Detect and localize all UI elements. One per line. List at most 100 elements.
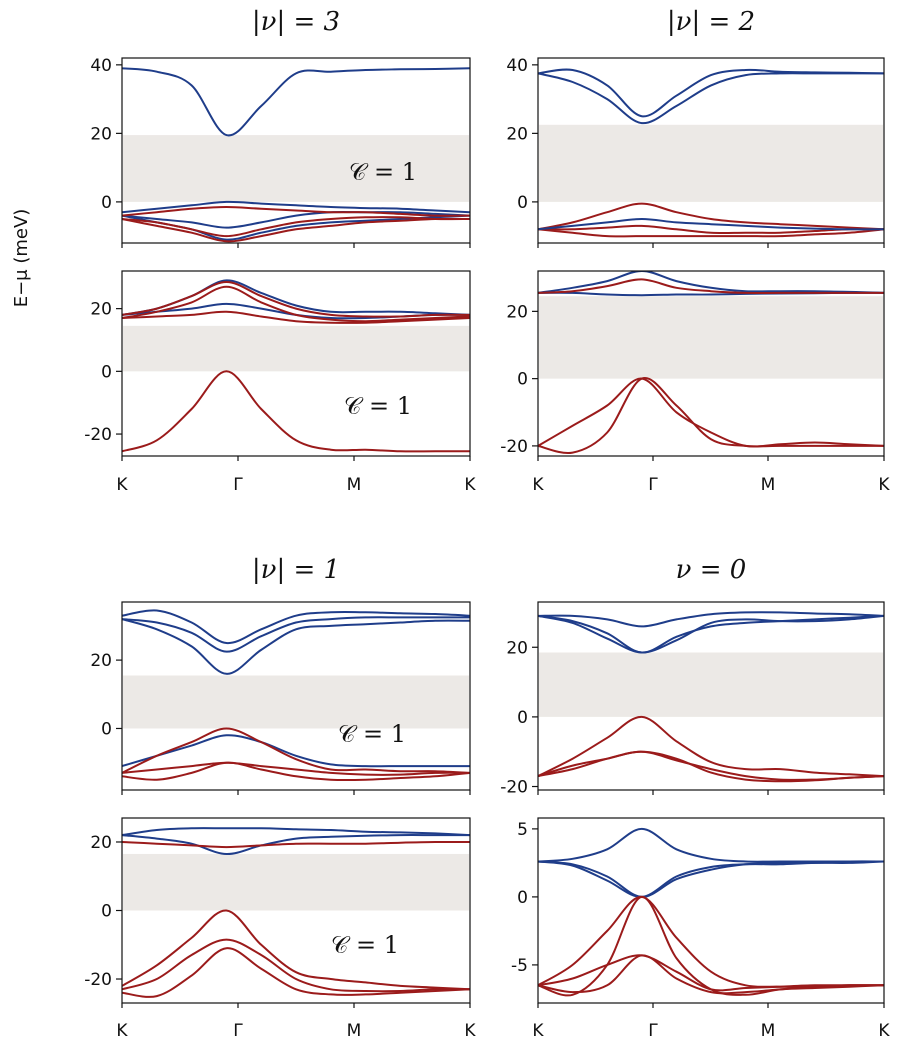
gap-region [123,675,469,729]
band-line-6 [538,895,884,997]
y-tick-label: -20 [500,437,528,457]
y-tick-label: 20 [506,302,528,322]
x-tick-label: Γ [233,475,243,495]
chart-title: |ν| = 1 [252,555,340,585]
band-line-2 [122,281,470,318]
band-line-3 [538,377,884,448]
gap-region [123,853,469,911]
band-line-5 [538,954,884,995]
band-line-2 [122,840,470,849]
band-line-0 [538,68,884,118]
chart-2: |ν| = 1 20 0 𝒞 = 1 20 0 -20 𝒞 = 1 K Γ M K [84,555,476,1041]
y-tick-label: 0 [101,719,112,739]
y-tick-label: 20 [90,833,112,853]
x-tick-label: K [464,475,476,495]
band-line-3 [122,734,470,768]
x-tick-label: Γ [648,1021,658,1041]
panel-0-1: 20 0 -20 𝒞 = 1 [84,270,471,461]
band-line-2 [538,860,884,898]
band-line-4 [538,228,884,238]
band-line-1 [122,834,470,856]
y-tick-label: 20 [90,651,112,671]
x-tick-label: Γ [233,1021,243,1041]
band-line-5 [538,218,884,231]
y-tick-label: 20 [90,300,112,320]
band-line-3 [122,285,470,323]
y-tick-label: -20 [84,970,112,990]
band-line-2 [538,614,884,654]
x-tick-label: M [347,475,362,495]
band-line-2 [538,202,884,231]
band-line-2 [538,278,884,294]
band-line-4 [122,727,470,774]
band-line-1 [122,616,470,653]
band-line-1 [538,72,884,125]
band-line-5 [122,217,470,243]
band-line-3 [538,224,884,234]
chart-0: |ν| = 3 40 20 0 𝒞 = 1 20 0 -20 𝒞 = 1 K Γ M K [84,7,476,495]
x-tick-label: M [347,1021,362,1041]
panel-1-1: 20 0 -20 [500,270,885,461]
band-line-1 [538,614,884,654]
y-tick-label: 0 [517,370,528,390]
band-line-4 [538,750,884,781]
band-line-2 [122,210,470,229]
panel-frame [537,601,885,791]
x-tick-label: K [878,475,890,495]
gap-region [539,652,883,717]
y-tick-label: -5 [511,956,528,976]
chern-annotation: 𝒞 = 1 [349,158,417,186]
band-line-1 [122,200,470,214]
chart-title: ν = 0 [676,555,747,585]
y-tick-label: 0 [517,888,528,908]
panel-frame [537,270,885,457]
band-line-0 [122,67,470,137]
band-line-0 [538,271,884,294]
y-tick-label: -20 [500,778,528,798]
y-tick-label: 20 [506,124,528,144]
panel-2-0: 20 0 𝒞 = 1 [90,601,471,795]
band-line-4 [538,377,884,455]
band-line-4 [122,938,470,993]
panel-frame [121,57,471,244]
band-line-3 [538,715,884,778]
band-line-3 [538,895,884,988]
y-tick-label: 20 [506,638,528,658]
x-tick-label: K [116,1021,128,1041]
y-tick-label: 0 [517,193,528,213]
y-tick-label: 20 [90,124,112,144]
panel-3-0: 20 0 -20 [500,601,885,798]
y-tick-label: 0 [101,362,112,382]
y-axis-label: E−μ (meV) [11,209,32,308]
y-tick-label: 40 [90,56,112,76]
gap-region [539,296,883,379]
band-line-0 [122,609,470,645]
y-tick-label: -20 [84,425,112,445]
x-tick-label: K [116,475,128,495]
band-line-4 [122,216,470,238]
panel-frame [121,601,471,791]
x-tick-label: K [878,1021,890,1041]
panel-frame [537,817,885,1004]
gap-region [539,124,883,202]
y-tick-label: 5 [517,820,528,840]
gap-region [123,325,469,372]
x-tick-label: M [761,1021,776,1041]
band-line-3 [122,909,470,991]
band-line-6 [122,206,470,217]
gap-region [123,135,469,202]
y-tick-label: 40 [506,56,528,76]
panel-0-0: 40 20 0 𝒞 = 1 [90,56,471,248]
x-tick-label: Γ [648,475,658,495]
panel-frame [537,57,885,244]
x-tick-label: K [532,1021,544,1041]
y-tick-label: 0 [101,193,112,213]
band-line-5 [122,370,470,453]
chart-title: |ν| = 2 [667,7,755,37]
panel-3-1: 5 0 -5 [511,817,885,1008]
chart-3: ν = 0 20 0 -20 5 0 -5 K Γ M K [500,555,890,1041]
panel-1-0: 40 20 0 [506,56,885,248]
panel-2-1: 20 0 -20 𝒞 = 1 [84,817,471,1008]
band-line-4 [122,310,470,324]
x-tick-label: K [532,475,544,495]
